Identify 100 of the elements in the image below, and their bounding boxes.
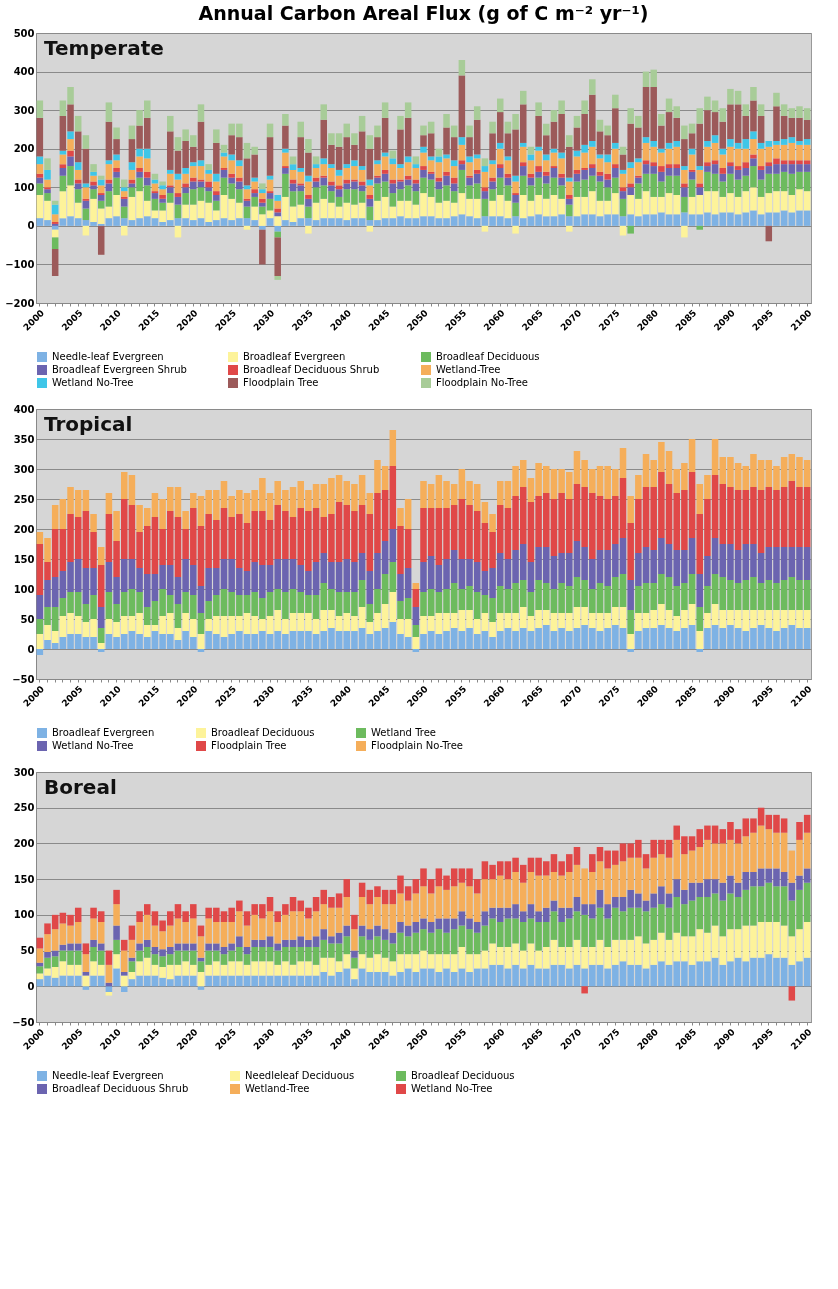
bar	[282, 152, 289, 167]
bar	[343, 897, 351, 926]
bar	[120, 198, 128, 207]
bar	[719, 173, 727, 182]
legend-label: Floodplain No-Tree	[436, 377, 528, 388]
bar	[412, 589, 420, 607]
bar	[358, 954, 366, 969]
bar	[97, 195, 105, 201]
bar	[696, 225, 703, 230]
bar	[366, 195, 374, 199]
bar	[558, 177, 565, 186]
legend-label: Floodplain No-Tree	[371, 740, 463, 751]
legend-label: Wetland No-Tree	[52, 740, 134, 751]
bar	[289, 156, 297, 165]
bar	[205, 181, 212, 188]
bar	[205, 164, 212, 170]
bar	[167, 115, 174, 132]
bar	[144, 177, 151, 186]
bar	[305, 206, 312, 219]
bar	[358, 882, 366, 897]
bar	[742, 168, 750, 176]
bar	[466, 125, 473, 138]
bar	[59, 164, 67, 168]
bar	[681, 196, 688, 213]
bar	[481, 225, 489, 232]
bar	[727, 162, 734, 167]
bar	[366, 225, 374, 232]
bar	[205, 187, 212, 192]
bar	[627, 225, 634, 234]
bar	[266, 175, 274, 180]
bar	[243, 200, 251, 207]
bar	[688, 171, 696, 180]
bar	[120, 187, 128, 192]
bar	[681, 183, 688, 188]
bar	[366, 198, 374, 207]
bar	[328, 164, 335, 168]
bar	[128, 162, 136, 170]
bar	[612, 164, 619, 168]
bar	[213, 173, 220, 182]
y-tick-label: −100	[5, 258, 35, 270]
bar	[566, 198, 573, 205]
bar	[519, 162, 527, 167]
bar	[573, 169, 581, 174]
bar	[681, 166, 688, 170]
bar	[259, 202, 266, 207]
bar	[82, 183, 90, 188]
bar	[282, 168, 289, 174]
bar	[197, 986, 205, 990]
y-tick-label: 100	[13, 583, 35, 595]
bar	[412, 607, 420, 625]
bar	[220, 169, 228, 178]
legend-label: Broadleaf Deciduous	[411, 1070, 515, 1081]
bar	[581, 986, 588, 994]
bar	[213, 195, 220, 201]
bar	[519, 166, 527, 176]
bar	[151, 193, 159, 199]
legend-label: Wetland No-Tree	[411, 1083, 493, 1094]
legend-label: Needle-leaf Evergreen	[52, 351, 164, 362]
bar	[343, 954, 351, 969]
bar	[351, 968, 358, 980]
bar	[458, 75, 466, 138]
chart-title: Annual Carbon Areal Flux (g of C m⁻² yr⁻¹)	[198, 2, 649, 24]
bar	[105, 986, 113, 992]
bar	[67, 156, 74, 167]
bar	[619, 146, 627, 155]
bar	[566, 135, 573, 147]
y-tick-label: 50	[20, 613, 35, 625]
bar	[658, 148, 665, 153]
bar	[274, 225, 281, 232]
bar	[144, 171, 151, 178]
bar	[681, 225, 688, 238]
bar	[696, 631, 703, 649]
bar	[366, 185, 374, 195]
bar	[51, 200, 59, 205]
bar	[128, 925, 136, 940]
bar	[358, 936, 366, 955]
bar	[67, 150, 74, 157]
bar	[151, 173, 159, 180]
bar	[366, 493, 374, 514]
bar	[519, 142, 527, 147]
bar	[97, 225, 105, 255]
bar	[696, 166, 703, 170]
bar	[259, 189, 266, 194]
bar	[305, 175, 312, 182]
bar	[420, 146, 427, 153]
bar	[566, 204, 573, 217]
bar	[619, 169, 627, 174]
bar	[136, 171, 143, 178]
bar	[742, 139, 750, 149]
legend-label: Broadleaf Deciduous Shrub	[52, 1083, 189, 1094]
legend-label: Broadleaf Deciduous Shrub	[243, 364, 380, 375]
bar	[658, 114, 665, 126]
legend-label: Floodplain Tree	[243, 377, 319, 388]
bar	[504, 160, 512, 174]
bar	[236, 177, 243, 182]
bar	[67, 139, 74, 151]
bar	[619, 225, 627, 236]
bar	[489, 160, 496, 165]
bar	[450, 160, 458, 167]
bar	[496, 481, 504, 505]
